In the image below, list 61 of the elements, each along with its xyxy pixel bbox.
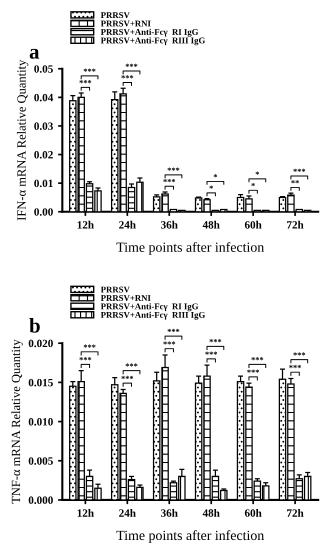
annotation: *** xyxy=(293,168,306,172)
y-tick-label: 0.05 xyxy=(34,65,53,73)
x-tick-label: 12h xyxy=(78,220,94,228)
y-tick-label: 0.015 xyxy=(28,378,53,386)
y-tick-label: 0.010 xyxy=(28,418,53,426)
chart-title: a xyxy=(30,48,40,59)
legend-label: PRRSV+RNI xyxy=(100,20,151,27)
legend-label: PRRSV+Anti-Fcγ RIII IgG xyxy=(100,312,206,320)
x-tick-label: 36h xyxy=(161,220,178,229)
x-tick-label: 72h xyxy=(287,220,304,228)
annotation: *** xyxy=(293,352,306,356)
annotation: *** xyxy=(247,370,260,373)
legend-label: PRRSV+Anti-Fcγ RIII IgG xyxy=(100,37,206,46)
annotation: * xyxy=(256,172,260,175)
y-axis-title: TNF-α mRNA Relative Quantity xyxy=(11,339,23,504)
legend-label: PRRSV xyxy=(100,286,130,293)
annotation: *** xyxy=(289,364,301,368)
y-tick-label: 0.00 xyxy=(34,208,53,216)
annotation: *** xyxy=(163,179,176,182)
text: *** xyxy=(210,339,222,342)
y-tick-label: 0.020 xyxy=(28,340,53,348)
annotation: *** xyxy=(121,376,134,380)
y-tick-label: 0.000 xyxy=(28,496,53,504)
legend-label: PRRSV+Anti-Fcγ RI IgG xyxy=(100,303,198,312)
annotation: *** xyxy=(251,357,264,360)
annotation: *** xyxy=(163,341,176,345)
y-tick-label: 0.005 xyxy=(28,457,53,465)
annotation: * xyxy=(209,186,213,189)
annotation: ** xyxy=(291,180,299,184)
x-tick-label: 24h xyxy=(119,220,136,228)
text: *** xyxy=(168,328,180,332)
text: *** xyxy=(126,64,138,67)
y-tick-label: 0.03 xyxy=(34,122,53,130)
y-axis-title: IFN-α mRNA Relative Quantity xyxy=(16,60,28,220)
x-tick-label: 60h xyxy=(244,220,262,229)
annotation: *** xyxy=(84,68,96,72)
legend-label: PRRSV+RNI xyxy=(100,295,151,301)
annotation: * xyxy=(251,183,255,186)
annotation: *** xyxy=(205,352,218,355)
legend-label: PRRSV xyxy=(100,12,130,18)
x-axis-title: Time points after infection xyxy=(116,242,264,255)
y-tick-label: 0.04 xyxy=(34,94,54,102)
y-tick-label: 0.02 xyxy=(34,151,53,159)
x-tick-label: 48h xyxy=(202,508,220,517)
x-tick-label: 72h xyxy=(287,508,304,517)
x-tick-label: 60h xyxy=(244,508,262,517)
annotation: *** xyxy=(84,344,96,348)
annotation: * xyxy=(214,174,218,178)
annotation: *** xyxy=(126,363,138,366)
y-tick-label: 0.01 xyxy=(34,180,53,188)
x-axis-title: Time points after infection xyxy=(116,530,264,543)
annotation: *** xyxy=(168,168,180,171)
chart-title: b xyxy=(29,318,40,333)
x-tick-label: 48h xyxy=(202,220,220,229)
x-tick-label: 24h xyxy=(119,508,136,517)
x-tick-label: 12h xyxy=(78,508,94,517)
annotation: *** xyxy=(79,80,92,84)
annotation: *** xyxy=(79,357,92,360)
annotation: *** xyxy=(121,75,134,78)
legend-label: PRRSV+Anti-Fcγ RI IgG xyxy=(100,28,198,37)
x-tick-label: 36h xyxy=(161,508,178,517)
